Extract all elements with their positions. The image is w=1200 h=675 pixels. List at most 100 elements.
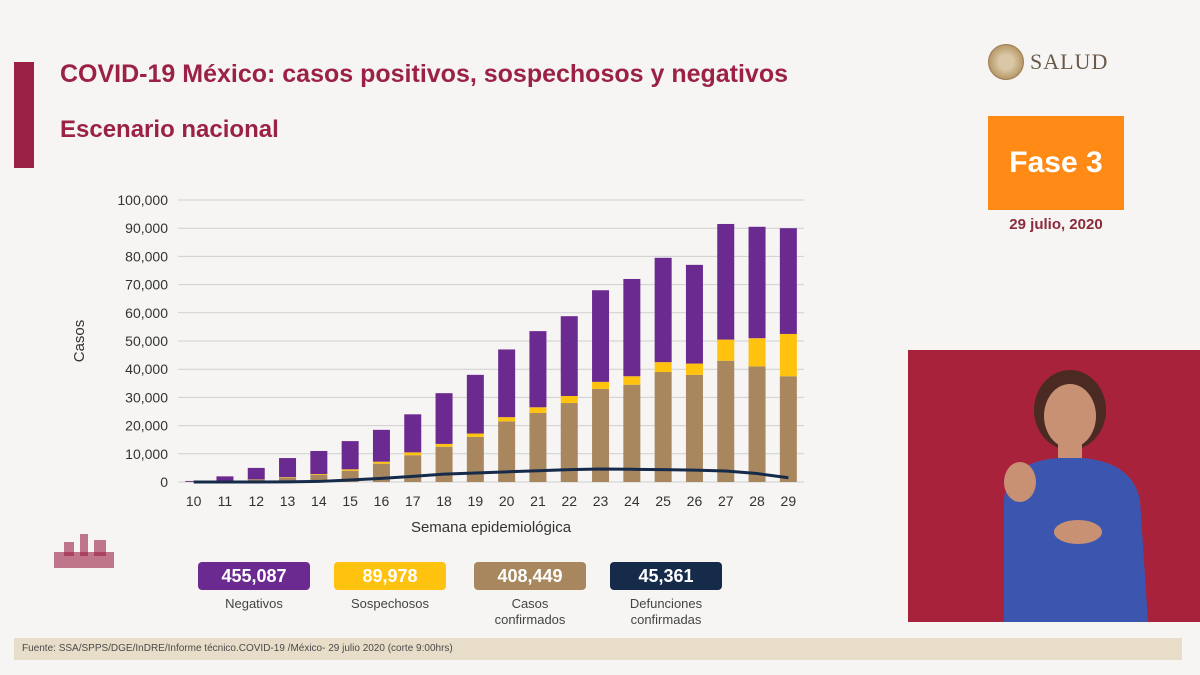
x-tick-label: 25: [655, 493, 671, 509]
building-icon: [54, 534, 114, 568]
bar-segment: [592, 381, 610, 389]
x-tick-label: 23: [593, 493, 609, 509]
x-tick-label: 18: [436, 493, 452, 509]
interpreter-video: [908, 350, 1200, 622]
bar-segment: [310, 474, 328, 482]
stat-confirmados-label: Casos confirmados: [494, 596, 566, 627]
stat-negativos: 455,087 Negativos: [198, 562, 310, 612]
accent-bar: [14, 62, 34, 168]
x-tick-label: 27: [718, 493, 734, 509]
stat-negativos-label: Negativos: [225, 596, 283, 611]
y-tick-label: 50,000: [125, 333, 168, 349]
y-axis-label: Casos: [71, 320, 88, 363]
bar-segment: [498, 349, 516, 418]
y-tick-label: 20,000: [125, 418, 168, 434]
bar-segment: [435, 393, 453, 444]
bar-segment: [435, 446, 453, 482]
bar-segment: [654, 257, 672, 363]
stat-confirmados-value: 408,449: [474, 562, 586, 590]
bar-segment: [279, 477, 297, 478]
stat-defunciones: 45,361 Defunciones confirmadas: [610, 562, 722, 628]
bar-segment: [247, 467, 265, 480]
bar-segment: [529, 412, 547, 482]
bar-segment: [685, 363, 703, 375]
y-tick-label: 60,000: [125, 305, 168, 321]
bar-segment: [310, 450, 328, 475]
bar-segment: [592, 388, 610, 482]
y-tick-label: 80,000: [125, 248, 168, 264]
x-tick-label: 16: [374, 493, 390, 509]
bar-segment: [717, 360, 735, 482]
bar-segment: [654, 372, 672, 482]
x-tick-label: 17: [405, 493, 421, 509]
x-tick-label: 10: [186, 493, 202, 509]
report-date: 29 julio, 2020: [1009, 216, 1103, 233]
bar-segment: [560, 395, 578, 404]
bar-segment: [779, 228, 797, 334]
bar-segment: [623, 278, 641, 377]
y-tick-label: 10,000: [125, 446, 168, 462]
seal-icon: [988, 44, 1024, 80]
stat-sospechosos-label: Sospechosos: [350, 596, 430, 611]
bar-segment: [372, 429, 390, 462]
bar-segment: [341, 469, 359, 471]
person-icon: [1004, 370, 1148, 622]
bar-segment: [404, 452, 422, 456]
stat-sospechosos-value: 89,978: [334, 562, 446, 590]
bar-segment: [404, 414, 422, 453]
bar-segment: [372, 461, 390, 464]
stat-confirmados: 408,449 Casos confirmados: [474, 562, 586, 628]
bar-segment: [592, 290, 610, 382]
bar-segment: [466, 374, 484, 434]
x-tick-label: 24: [624, 493, 640, 509]
bar-segment: [498, 421, 516, 482]
bar-segment: [685, 264, 703, 364]
page-subtitle: Escenario nacional: [60, 116, 279, 143]
bar-segment: [341, 441, 359, 470]
x-tick-label: 19: [468, 493, 484, 509]
x-tick-label: 12: [248, 493, 264, 509]
y-tick-label: 70,000: [125, 277, 168, 293]
y-tick-label: 0: [160, 474, 168, 490]
bar-segment: [216, 476, 234, 482]
bar-segment: [341, 470, 359, 482]
bar-segment: [529, 331, 547, 408]
salud-logo: SALUD: [988, 44, 1108, 80]
x-tick-label: 13: [280, 493, 296, 509]
bar-segment: [560, 403, 578, 482]
bar-segment: [279, 458, 297, 478]
logo-text: SALUD: [1030, 49, 1109, 74]
bar-segment: [748, 338, 766, 367]
stat-sospechosos: 89,978 Sospechosos: [334, 562, 446, 612]
source-footer: Fuente: SSA/SPPS/DGE/InDRE/Informe técni…: [14, 638, 1182, 660]
x-tick-label: 28: [749, 493, 765, 509]
bar-chart: 0 10,000 20,000 30,000 40,000 50,000 60,000 70,…: [71, 192, 804, 536]
stat-defunciones-value: 45,361: [610, 562, 722, 590]
bar-segment: [310, 474, 328, 475]
bar-segment: [279, 477, 297, 482]
page-title: COVID-19 México: casos positivos, sospec…: [60, 60, 789, 88]
bar-segment: [779, 333, 797, 377]
bar-segment: [560, 316, 578, 396]
x-tick-label: 15: [342, 493, 358, 509]
line-series: [193, 467, 789, 484]
bar-segment: [529, 407, 547, 413]
bar-segment: [748, 366, 766, 482]
bar-segment: [623, 376, 641, 385]
y-tick-label: 90,000: [125, 220, 168, 236]
x-tick-label: 14: [311, 493, 327, 509]
bar-segment: [466, 433, 484, 437]
bar-segment: [748, 226, 766, 339]
x-tick-label: 20: [499, 493, 515, 509]
y-tick-label: 100,000: [117, 192, 168, 208]
x-tick-label: 26: [687, 493, 703, 509]
x-tick-label: 11: [218, 493, 233, 509]
x-tick-label: 29: [781, 493, 797, 509]
bar-segment: [623, 384, 641, 482]
bar-segment: [498, 417, 516, 422]
x-axis-label: Semana epidemiológica: [411, 519, 572, 536]
y-tick-label: 40,000: [125, 361, 168, 377]
stat-negativos-value: 455,087: [198, 562, 310, 590]
bar-segment: [717, 339, 735, 361]
bar-segment: [466, 436, 484, 482]
